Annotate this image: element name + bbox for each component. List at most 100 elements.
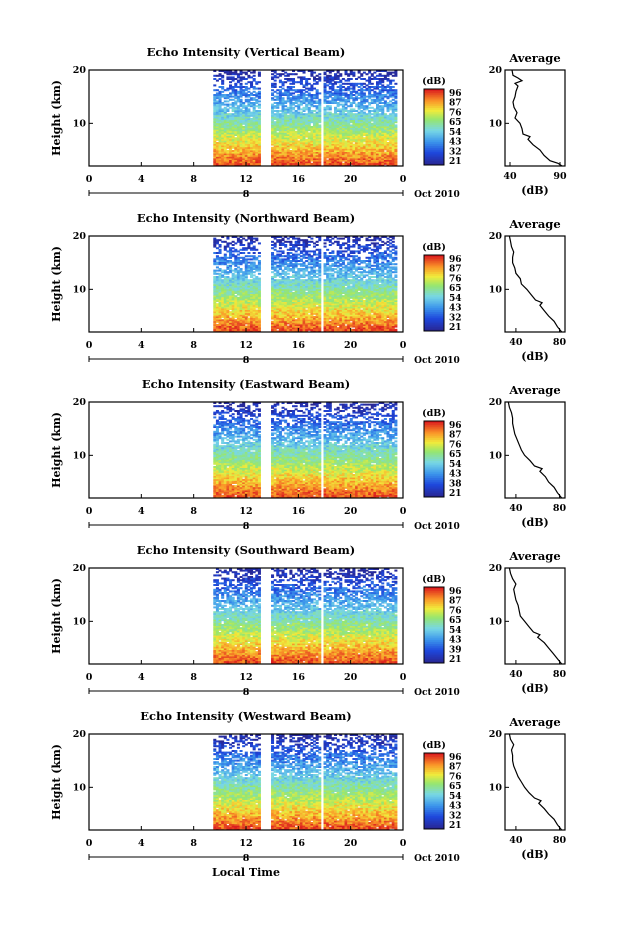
heatmap-cell — [237, 297, 240, 299]
heatmap-cell — [313, 110, 316, 112]
heatmap-cell — [339, 104, 342, 106]
average-panel: Average40 901020(dB) — [489, 51, 567, 197]
heatmap-cell — [224, 107, 227, 109]
heatmap-cell — [352, 329, 355, 331]
heatmap-cell — [394, 100, 397, 102]
heatmap-cell — [250, 81, 253, 83]
heatmap-cell — [274, 102, 277, 104]
heatmap-cell — [326, 91, 329, 93]
heatmap-cell — [234, 78, 237, 80]
heatmap-cell — [339, 108, 342, 110]
heatmap-cell — [345, 88, 348, 90]
heatmap-cell — [342, 89, 345, 91]
heatmap-cell — [221, 86, 224, 88]
heatmap-cell — [392, 86, 395, 88]
heatmap — [213, 70, 397, 166]
heatmap-cell — [237, 80, 240, 82]
heatmap-cell — [342, 97, 345, 99]
heatmap-cell — [276, 76, 279, 78]
y-axis-label: Height (km) — [50, 80, 63, 156]
heatmap-cell — [366, 96, 369, 98]
heatmap-cell — [342, 92, 345, 94]
heatmap-cell — [242, 76, 245, 78]
heatmap-cell — [394, 113, 397, 115]
average-x-label: (dB) — [521, 184, 548, 197]
heatmap-cell — [345, 113, 348, 115]
heatmap-cell — [313, 83, 316, 85]
heatmap-cell — [234, 89, 237, 91]
heatmap-cell — [247, 88, 250, 90]
heatmap-cell — [237, 105, 240, 107]
heatmap-cell — [279, 89, 282, 91]
heatmap-cell — [295, 73, 298, 75]
heatmap-cell — [224, 89, 227, 91]
heatmap-cell — [337, 327, 340, 329]
heatmap-cell — [337, 86, 340, 88]
heatmap-cell — [384, 100, 387, 102]
heatmap-cell — [310, 110, 313, 112]
heatmap-cell — [232, 72, 235, 74]
heatmap-cell — [350, 102, 353, 104]
colorbar-tick-label: 54 — [449, 128, 462, 138]
heatmap-cell — [345, 140, 348, 142]
heatmap-cell — [373, 72, 376, 74]
heatmap-cell — [213, 94, 216, 96]
colorbar: (dB)9687766554433221 — [422, 76, 461, 167]
heatmap-cell — [329, 112, 332, 114]
heatmap-cell — [316, 100, 319, 102]
heatmap-cell — [284, 89, 287, 91]
heatmap-cell — [387, 319, 390, 321]
heatmap-cell — [253, 94, 256, 96]
heatmap-cell — [229, 318, 232, 320]
heatmap-cell — [360, 78, 363, 80]
heatmap-cell — [352, 113, 355, 115]
heatmap-cell — [292, 86, 295, 88]
heatmap-cell — [355, 104, 358, 106]
heatmap-cell — [232, 150, 235, 152]
heatmap-cell — [371, 94, 374, 96]
x-tick-label: 4 — [138, 174, 145, 185]
heatmap-cell — [221, 94, 224, 96]
heatmap-cell — [360, 310, 363, 312]
heatmap-cell — [345, 92, 348, 94]
heatmap-cell — [276, 102, 279, 104]
heatmap-cell — [373, 99, 376, 101]
heatmap-cell — [253, 91, 256, 93]
heatmap-cell — [368, 110, 371, 112]
heatmap-cell — [229, 92, 232, 94]
heatmap-cell — [271, 89, 274, 91]
heatmap-cell — [363, 72, 366, 74]
heatmap-cell — [310, 126, 313, 128]
heatmap-cell — [221, 108, 224, 110]
heatmap-cell — [279, 80, 282, 82]
heatmap-cell — [289, 78, 292, 80]
heatmap-cell — [316, 89, 319, 91]
heatmap-cell — [300, 112, 303, 114]
heatmap-cell — [324, 83, 327, 85]
heatmap-cell — [305, 94, 308, 96]
heatmap-cell — [337, 108, 340, 110]
heatmap-cell — [300, 100, 303, 102]
heatmap-cell — [271, 147, 274, 149]
heatmap-cell — [371, 326, 374, 328]
heatmap-cell — [247, 108, 250, 110]
heatmap-cell — [342, 163, 345, 165]
heatmap-cell — [295, 96, 298, 98]
heatmap-cell — [331, 113, 334, 115]
heatmap-cell — [284, 100, 287, 102]
heatmap-cell — [226, 113, 229, 115]
heatmap-cell — [316, 81, 319, 83]
heatmap-cell — [274, 75, 277, 77]
heatmap-cell — [384, 152, 387, 154]
colorbar-tick-label: 65 — [449, 118, 462, 128]
x-tick-label: 12 — [239, 174, 252, 185]
heatmap-cell — [303, 107, 306, 109]
heatmap-cell — [300, 89, 303, 91]
heatmap-cell — [313, 76, 316, 78]
heatmap-cell — [371, 86, 374, 88]
heatmap-cell — [352, 108, 355, 110]
heatmap-cell — [376, 75, 379, 77]
heatmap-cell — [381, 84, 384, 86]
heatmap-cell — [284, 108, 287, 110]
heatmap-cell — [316, 306, 319, 308]
